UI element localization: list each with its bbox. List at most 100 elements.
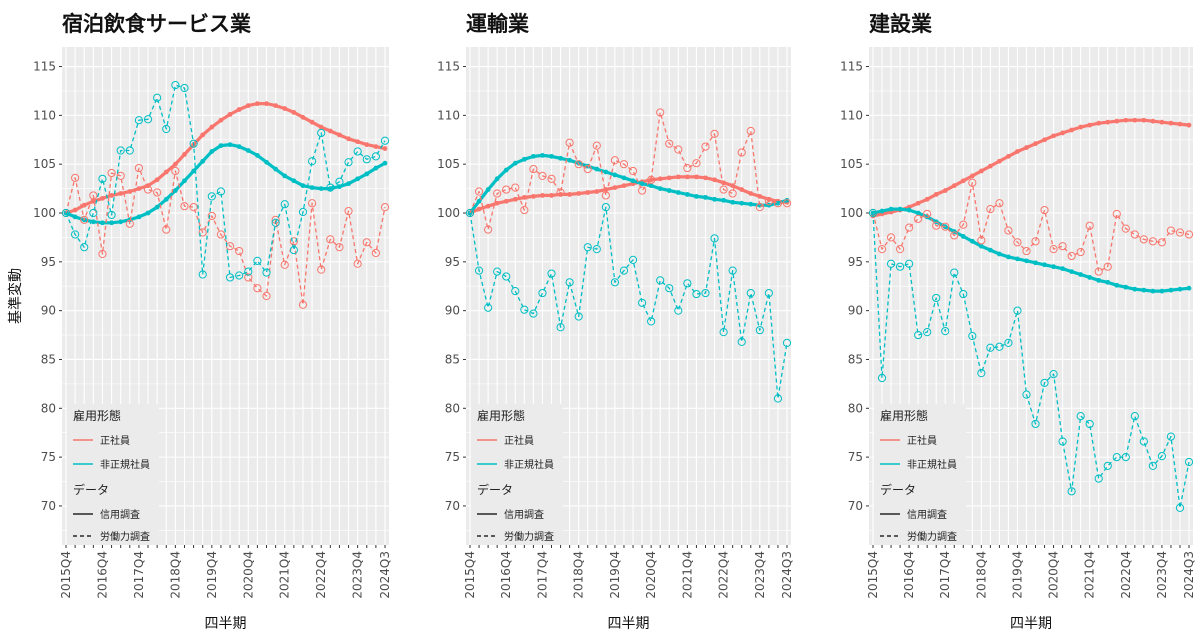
- data-point: [692, 159, 701, 168]
- data-point: [484, 225, 493, 234]
- y-tick-label: 100: [840, 206, 863, 220]
- data-point: [558, 155, 563, 161]
- data-point: [512, 160, 518, 166]
- data-point: [198, 228, 207, 237]
- data-point: [987, 163, 993, 169]
- data-point: [346, 136, 351, 142]
- data-point: [182, 178, 187, 184]
- legend-title-employment: 雇用形態: [73, 408, 121, 423]
- data-point: [531, 194, 536, 199]
- y-tick-label: 100: [437, 206, 460, 220]
- data-point: [1150, 288, 1156, 294]
- data-point: [703, 175, 708, 181]
- legend-item-label: 正社員: [504, 434, 534, 447]
- data-point: [612, 185, 618, 191]
- x-tick-label: 2024Q3: [780, 551, 794, 599]
- panel-title: 建設業: [869, 12, 933, 36]
- data-point: [712, 177, 717, 183]
- data-point: [941, 222, 950, 231]
- x-tick-label: 2024Q3: [1182, 551, 1196, 599]
- data-point: [1121, 453, 1130, 462]
- panel-2: 70 75 80 85 90 95 100 105 110 115 2015Q4 2016Q4 2017…: [437, 12, 794, 632]
- y-tick-label: 100: [33, 206, 56, 220]
- data-point: [227, 142, 233, 148]
- data-point: [216, 230, 226, 239]
- data-point: [914, 214, 923, 223]
- data-point: [959, 289, 968, 299]
- x-tick-label: 2017Q4: [938, 551, 952, 599]
- data-point: [719, 185, 728, 194]
- y-tick-label: 110: [840, 108, 863, 122]
- data-point: [180, 83, 189, 93]
- data-point: [273, 166, 279, 172]
- data-point: [1096, 277, 1102, 283]
- data-point: [180, 202, 189, 211]
- data-point: [291, 178, 297, 184]
- data-point: [986, 204, 995, 214]
- data-point: [782, 199, 792, 208]
- data-point: [1004, 338, 1013, 347]
- data-point: [648, 183, 654, 189]
- data-point: [886, 233, 896, 242]
- y-tick-label: 110: [437, 108, 460, 122]
- data-point: [163, 169, 169, 175]
- data-point: [218, 117, 224, 123]
- x-tick-label: 2018Q4: [168, 551, 182, 599]
- data-point: [540, 193, 545, 198]
- data-point: [1166, 226, 1176, 235]
- data-point: [905, 259, 914, 268]
- y-tick-label: 105: [33, 157, 56, 171]
- x-tick-label: 2019Q4: [1010, 551, 1024, 599]
- x-axis-title: 四半期: [205, 616, 247, 632]
- x-tick-label: 2019Q4: [608, 551, 622, 599]
- data-point: [924, 196, 930, 202]
- data-point: [89, 191, 98, 200]
- x-tick-label: 2016Q4: [499, 551, 513, 599]
- data-point: [730, 183, 736, 189]
- data-point: [100, 220, 105, 226]
- data-point: [684, 174, 690, 180]
- data-point: [933, 192, 939, 197]
- data-point: [291, 110, 297, 115]
- data-point: [1130, 412, 1139, 421]
- data-point: [474, 266, 484, 275]
- legend-item-label: 信用調査: [504, 508, 544, 521]
- data-point: [1148, 461, 1157, 471]
- data-point: [380, 136, 390, 145]
- data-point: [610, 278, 620, 287]
- data-point: [235, 271, 244, 280]
- data-point: [1112, 453, 1121, 462]
- data-point: [109, 220, 114, 226]
- y-tick-label: 90: [445, 304, 460, 318]
- data-point: [906, 207, 912, 213]
- data-point: [143, 115, 153, 124]
- x-tick-label: 2022Q4: [314, 551, 328, 599]
- data-point: [656, 108, 665, 117]
- data-point: [116, 146, 125, 155]
- data-point: [72, 207, 78, 213]
- data-point: [216, 187, 226, 196]
- data-point: [665, 139, 674, 148]
- legend-background: [471, 404, 563, 545]
- data-point: [136, 214, 142, 220]
- data-point: [1067, 251, 1076, 261]
- data-point: [764, 288, 773, 298]
- data-point: [154, 204, 160, 210]
- panel-title: 宿泊飲食サービス業: [62, 12, 252, 36]
- x-tick-label: 2023Q4: [351, 551, 365, 599]
- data-point: [923, 209, 932, 219]
- legend-item-label: 正社員: [100, 434, 130, 447]
- data-point: [969, 238, 975, 244]
- data-point: [1069, 127, 1075, 133]
- data-point: [282, 106, 288, 111]
- data-point: [143, 185, 153, 194]
- data-point: [262, 268, 271, 277]
- data-point: [98, 249, 107, 259]
- data-point: [382, 160, 388, 166]
- data-point: [1175, 503, 1185, 512]
- data-point: [1148, 237, 1157, 246]
- data-point: [888, 206, 894, 212]
- data-point: [485, 203, 491, 209]
